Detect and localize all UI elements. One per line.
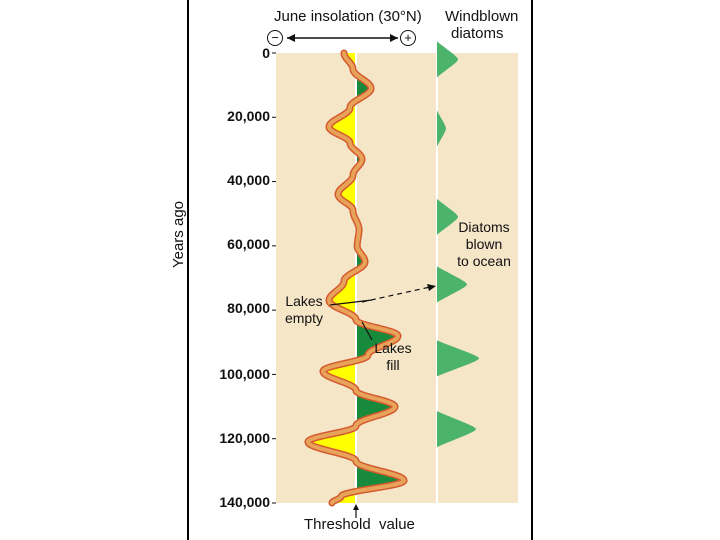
diatoms-blown-line1: Diatoms: [458, 219, 510, 235]
tick-label: 60,000: [227, 236, 270, 252]
y-axis-label: Years ago: [170, 200, 187, 268]
lakes-fill-label: Lakes fill: [368, 340, 418, 374]
diatoms-blown-line2: blown: [465, 236, 503, 252]
diatoms-title-line1: Windblown: [445, 8, 519, 25]
tick-label: 80,000: [227, 300, 270, 316]
lakes-empty-line2: empty: [284, 310, 324, 326]
diatoms-blown-line3: to ocean: [457, 253, 511, 269]
diatom-peak: [437, 340, 479, 377]
diatom-peak: [437, 266, 467, 303]
diatom-peak: [437, 110, 446, 147]
lakes-empty-line1: Lakes: [285, 293, 323, 309]
tick-label: 20,000: [227, 108, 270, 124]
diatom-link-arrowhead: [427, 284, 436, 291]
diatoms-title-line2: diatoms: [451, 25, 504, 42]
diatom-peak: [437, 41, 458, 78]
tick-label: 0: [262, 45, 270, 61]
lakes-fill-pointer: [361, 321, 373, 341]
tick-label: 140,000: [219, 494, 270, 510]
plus-symbol: +: [400, 30, 416, 46]
lakes-fill-line2: fill: [386, 357, 400, 373]
threshold-label: Threshold value: [304, 516, 415, 533]
diatom-peak: [437, 198, 458, 235]
insolation-title: June insolation (30°N): [274, 8, 422, 25]
arrow-right-head: [390, 34, 398, 42]
diatom-link-dashed: [361, 286, 431, 303]
tick-label: 100,000: [219, 366, 270, 382]
lakes-fill-line1: Lakes: [374, 340, 412, 356]
lakes-empty-label: Lakes empty: [278, 293, 330, 327]
minus-symbol: −: [267, 30, 283, 46]
threshold-arrowhead: [353, 504, 359, 510]
frame-left-border: [187, 0, 189, 540]
arrow-left-head: [287, 34, 295, 42]
plot-panel: [276, 53, 518, 503]
diatoms-blown-label: Diatoms blown to ocean: [448, 219, 520, 270]
tick-label: 40,000: [227, 172, 270, 188]
insolation-curve: [305, 51, 407, 505]
tick-label: 120,000: [219, 430, 270, 446]
frame-right-border: [531, 0, 533, 540]
diatom-peak: [437, 411, 476, 448]
